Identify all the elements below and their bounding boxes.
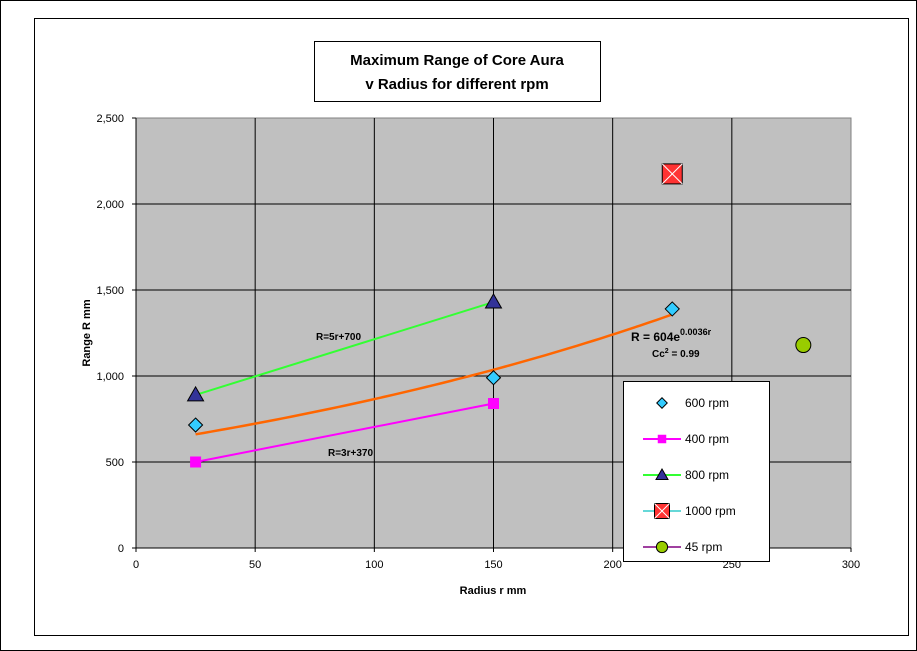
legend-item-45-rpm: 45 rpm [643,540,722,554]
grid-lines [136,118,851,548]
x-tick-label: 100 [365,559,383,571]
legend-marker [657,434,667,444]
legend-marker [656,397,668,409]
series-lines [195,301,494,463]
legend: 600 rpm 400 rpm 800 rpm 1000 rpm 45 rpm [623,381,770,562]
legend-label: 600 rpm [685,396,729,410]
series-line-400-rpm [195,402,494,463]
legend-label: 45 rpm [685,540,722,554]
x-tick-label: 150 [484,559,502,571]
annotation-cc-sup: 2 [665,348,669,355]
series-points [186,163,812,468]
annotation-cc-main: Cc [652,349,665,360]
legend-item-600-rpm: 600 rpm [656,396,729,410]
x-tick-label: 0 [133,559,139,571]
series-line-800-rpm [195,301,494,396]
trendline-600-rpm [195,313,673,436]
data-point-600-rpm [664,301,680,317]
x-tick-label: 50 [249,559,261,571]
y-tick-label: 2,000 [96,199,124,211]
legend-item-800-rpm: 800 rpm [643,467,729,482]
legend-box [623,381,770,562]
annotation-cc-value: = 0.99 [669,349,700,360]
data-point-800-rpm [186,385,205,402]
y-tick-label: 0 [118,543,124,555]
chart-title-line-1: Maximum Range of Core Aura [350,52,564,69]
annotation-eq-exp: R = 604e0.0036r [631,327,712,344]
data-point-1000-rpm [661,163,683,185]
legend-label: 400 rpm [685,432,729,446]
data-point-600-rpm [187,417,204,433]
legend-label: 800 rpm [685,468,729,482]
annotation-eq-400: R=3r+370 [328,448,373,459]
data-point-400-rpm [488,398,499,410]
data-point-600-rpm [485,370,502,386]
legend-marker [655,467,669,480]
title-box [314,41,601,102]
annotation-eq-exp-main: R = 604e [631,330,680,344]
x-axis-title: Radius r mm [460,585,527,597]
data-point-800-rpm [484,293,503,309]
legend-items: 600 rpm 400 rpm 800 rpm 1000 rpm 45 rpm [643,396,736,554]
x-tick-label: 200 [603,559,621,571]
legend-label: 1000 rpm [685,504,736,518]
y-tick-label: 2,500 [96,113,124,125]
annotation-eq-800: R=5r+700 [316,332,361,343]
chart-title-line-2: v Radius for different rpm [365,76,548,93]
legend-marker [654,503,670,519]
legend-item-1000-rpm: 1000 rpm [643,503,736,519]
y-axis-ticks: 0 500 1,000 1,500 2,000 2,500 [96,113,136,555]
y-tick-label: 1,500 [96,285,124,297]
data-point-400-rpm [190,456,202,468]
annotation-cc: Cc2 = 0.99 [652,348,700,360]
data-point-45-rpm [795,337,812,354]
y-axis-title: Range R mm [81,299,93,366]
y-tick-label: 1,000 [96,371,124,383]
annotation-eq-exp-exponent: 0.0036r [680,327,712,337]
legend-marker [655,540,669,554]
legend-item-400-rpm: 400 rpm [643,432,729,446]
x-tick-label: 300 [842,559,860,571]
y-tick-label: 500 [106,457,124,469]
